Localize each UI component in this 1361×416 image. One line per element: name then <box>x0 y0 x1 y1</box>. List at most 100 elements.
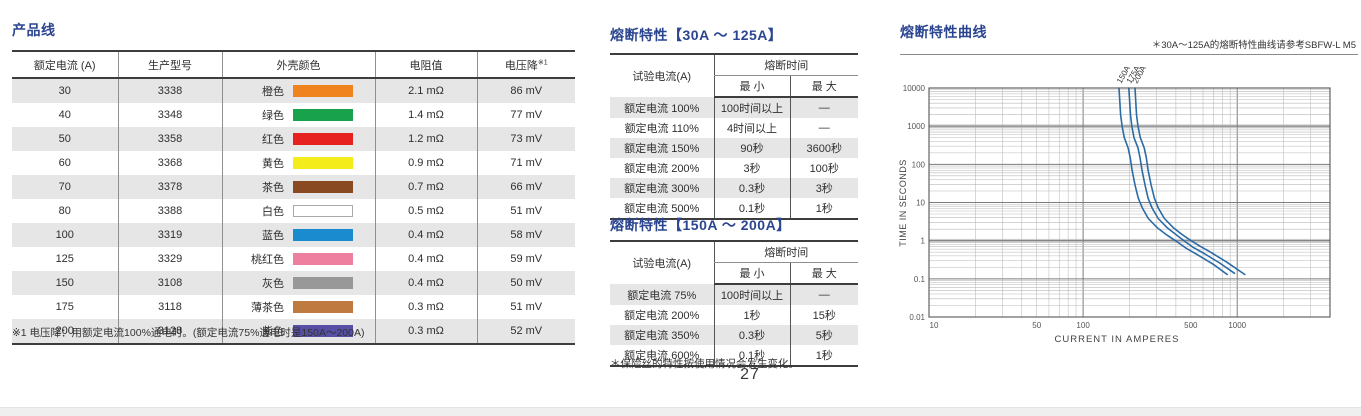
case-color-cell: 橙色 <box>221 78 375 103</box>
case-color-wrap: 绿色 <box>224 107 374 123</box>
col-header-melt-time: 熔断时间 <box>713 54 858 76</box>
rated-current-cell: 30 <box>12 78 118 103</box>
melt-min-cell: 0.3秒 <box>713 178 790 198</box>
color-swatch <box>293 229 353 241</box>
color-name: 红色 <box>262 134 284 146</box>
resistance-cell: 0.3 mΩ <box>374 319 477 344</box>
product-row: 40 3348 绿色 1.4 mΩ 77 mV <box>12 103 575 127</box>
melt-max-cell: — <box>789 118 858 138</box>
model-cell: 3319 <box>117 223 222 247</box>
fusing-table-30-125-body: 额定电流 100% 100时间以上 — 额定电流 110% 4时间以上 — 额定电流 150… <box>610 97 858 219</box>
resistance-cell: 0.7 mΩ <box>374 175 477 199</box>
y-tick-label: 100 <box>912 160 926 169</box>
melt-max-cell: 5秒 <box>789 325 858 345</box>
fusing-table-30-125: 试验电流(A) 熔断时间 最 小 最 大 额定电流 100% 100时间以上 — 额定… <box>610 53 858 220</box>
color-name: 茶色 <box>262 182 284 194</box>
fusing-row: 额定电流 300% 0.3秒 3秒 <box>610 178 858 198</box>
fusing-row: 额定电流 500% 0.1秒 1秒 <box>610 198 858 219</box>
case-color-wrap: 白色 <box>224 203 374 219</box>
model-cell: 3128 <box>117 319 222 344</box>
fusing-row: 额定电流 350% 0.3秒 5秒 <box>610 325 858 345</box>
voltage-drop-cell: 71 mV <box>476 151 575 175</box>
voltage-drop-cell: 51 mV <box>476 199 575 223</box>
product-line-footnote: ※1 电压降：用额定电流100%通电时。(额定电流75%通电时是150A～200… <box>12 327 365 339</box>
color-name: 灰色 <box>262 278 284 290</box>
color-swatch <box>293 181 353 193</box>
fusing-row: 额定电流 200% 3秒 100秒 <box>610 158 858 178</box>
case-color-cell: 蓝色 <box>221 223 375 247</box>
test-current-cell: 额定电流 75% <box>610 284 714 305</box>
fusing-curve-note: ＊30A～125A的熔断特性曲线请参考SBFW-L M5 <box>1151 40 1356 51</box>
col-header-melt-time: 熔断时间 <box>713 241 858 263</box>
color-name: 蓝色 <box>262 230 284 242</box>
y-tick-label: 10 <box>916 199 925 208</box>
melt-max-cell: 1秒 <box>789 198 858 219</box>
resistance-cell: 0.3 mΩ <box>374 295 477 319</box>
color-name: 黄色 <box>262 158 284 170</box>
melt-max-cell: — <box>789 284 858 305</box>
col-header-voltage-drop: 电压降※1 <box>476 51 575 79</box>
resistance-cell: 1.2 mΩ <box>374 127 477 151</box>
x-tick-label: 100 <box>1076 321 1090 330</box>
voltage-drop-footnote-mark: ※1 <box>537 58 548 66</box>
fusing-row: 额定电流 150% 90秒 3600秒 <box>610 138 858 158</box>
melt-min-cell: 0.3秒 <box>713 325 790 345</box>
x-axis-title: CURRENT IN AMPERES <box>1055 334 1180 345</box>
product-row: 175 3118 薄茶色 0.3 mΩ 51 mV <box>12 295 575 319</box>
case-color-wrap: 黄色 <box>224 155 374 171</box>
rated-current-cell: 175 <box>55 301 74 313</box>
color-name: 紫色 <box>262 326 284 338</box>
rated-current-cell: 50 <box>12 127 118 151</box>
color-name: 桃红色 <box>251 254 284 266</box>
melt-min-cell: 0.1秒 <box>713 345 790 366</box>
melt-max-cell: 3600秒 <box>789 138 858 158</box>
y-tick-label: 0.01 <box>909 313 925 322</box>
product-row: 60 3368 黄色 0.9 mΩ 71 mV <box>12 151 575 175</box>
col-header-test-current: 试验电流(A) <box>610 54 714 97</box>
melt-min-cell: 0.1秒 <box>713 198 790 219</box>
fusing-row: 额定电流 75% 100时间以上 — <box>610 284 858 305</box>
melt-min-cell: 100时间以上 <box>713 284 790 305</box>
y-tick-label: 1000 <box>907 122 925 131</box>
model-cell: 3108 <box>117 271 222 295</box>
case-color-cell: 茶色 <box>221 175 375 199</box>
test-current-cell: 额定电流 200% <box>624 163 700 175</box>
resistance-cell: 0.9 mΩ <box>374 151 477 175</box>
fusing-tables-note: ＊保险丝的特性按使用情况会发生变化。 <box>610 358 799 370</box>
fusing-table-title-30-125: 熔断特性【30A ～ 125A】 <box>610 27 783 43</box>
fusing-table-150-200-body: 额定电流 75% 100时间以上 — 额定电流 200% 1秒 15秒 额定电流 350% 0… <box>610 284 858 366</box>
rated-current-cell: 80 <box>58 205 71 217</box>
resistance-cell: 0.4 mΩ <box>374 271 477 295</box>
curve-150A <box>1118 87 1228 276</box>
rated-current-cell: 100 <box>12 223 118 247</box>
case-color-cell: 薄茶色 <box>221 295 375 319</box>
test-current-cell: 额定电流 110% <box>624 123 699 135</box>
fusing-row: 额定电流 100% 100时间以上 — <box>610 97 858 118</box>
resistance-cell: 0.4 mΩ <box>374 223 477 247</box>
case-color-wrap: 茶色 <box>224 179 374 195</box>
case-color-wrap: 蓝色 <box>224 227 374 243</box>
col-header-max: 最 大 <box>789 75 858 98</box>
melt-max-cell: 1秒 <box>789 345 858 366</box>
color-swatch <box>293 157 353 169</box>
case-color-wrap: 橙色 <box>224 83 374 99</box>
y-tick-label: 1 <box>921 237 926 246</box>
x-tick-label: 10 <box>930 321 939 330</box>
color-name: 橙色 <box>262 86 284 98</box>
y-tick-label: 0.1 <box>914 275 926 284</box>
melt-min-cell: 100时间以上 <box>713 97 790 118</box>
page-footer-bar <box>0 407 1361 416</box>
product-row: 150 3108 灰色 0.4 mΩ 50 mV <box>12 271 575 295</box>
voltage-drop-cell: 86 mV <box>476 78 575 103</box>
product-row: 30 3338 橙色 2.1 mΩ 86 mV <box>12 78 575 103</box>
x-tick-label: 1000 <box>1228 321 1246 330</box>
test-current-cell: 额定电流 350% <box>610 325 714 345</box>
col-header-min: 最 小 <box>713 75 790 98</box>
page-number: 27 <box>740 366 760 383</box>
melt-max-cell: 3秒 <box>789 178 858 198</box>
y-tick-label: 10000 <box>903 84 926 93</box>
rated-current-cell: 40 <box>58 109 71 121</box>
resistance-cell: 2.1 mΩ <box>374 78 477 103</box>
voltage-drop-cell: 59 mV <box>476 247 575 271</box>
color-swatch <box>293 277 353 289</box>
